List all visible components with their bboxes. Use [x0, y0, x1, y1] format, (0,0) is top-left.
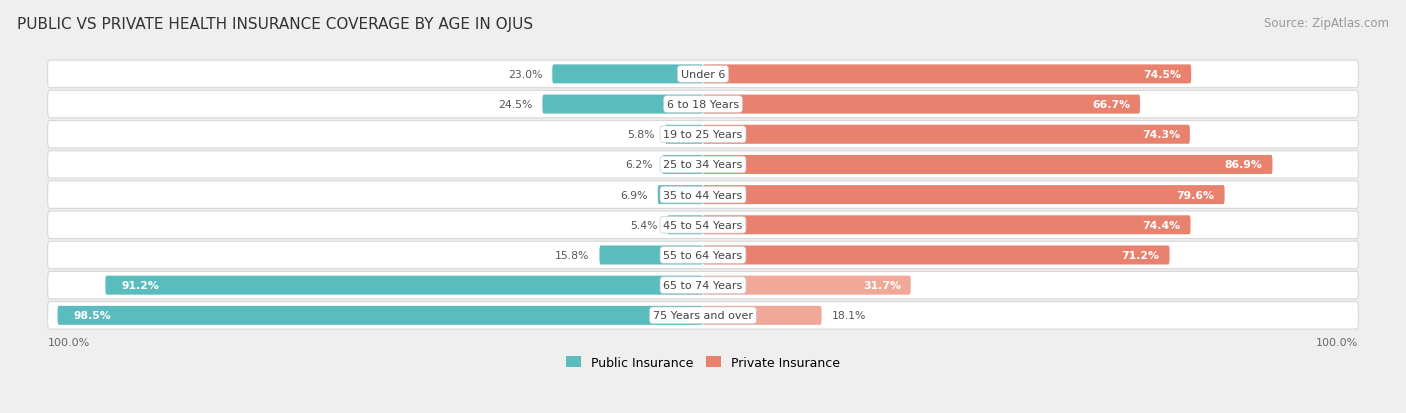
- FancyBboxPatch shape: [48, 181, 1358, 209]
- Text: 74.5%: 74.5%: [1143, 70, 1181, 80]
- Text: 100.0%: 100.0%: [1316, 337, 1358, 347]
- FancyBboxPatch shape: [703, 246, 1170, 265]
- FancyBboxPatch shape: [703, 65, 1191, 84]
- Text: 23.0%: 23.0%: [508, 70, 543, 80]
- Text: 31.7%: 31.7%: [863, 280, 901, 290]
- Text: Under 6: Under 6: [681, 70, 725, 80]
- FancyBboxPatch shape: [703, 186, 1225, 204]
- Text: 18.1%: 18.1%: [831, 311, 866, 320]
- FancyBboxPatch shape: [48, 121, 1358, 149]
- Text: 71.2%: 71.2%: [1122, 250, 1160, 260]
- FancyBboxPatch shape: [48, 211, 1358, 239]
- Text: 55 to 64 Years: 55 to 64 Years: [664, 250, 742, 260]
- Text: 25 to 34 Years: 25 to 34 Years: [664, 160, 742, 170]
- FancyBboxPatch shape: [48, 91, 1358, 119]
- FancyBboxPatch shape: [703, 95, 1140, 114]
- FancyBboxPatch shape: [48, 61, 1358, 88]
- Text: 100.0%: 100.0%: [48, 337, 90, 347]
- FancyBboxPatch shape: [668, 216, 703, 235]
- Legend: Public Insurance, Private Insurance: Public Insurance, Private Insurance: [567, 356, 839, 369]
- FancyBboxPatch shape: [665, 126, 703, 145]
- FancyBboxPatch shape: [703, 276, 911, 295]
- FancyBboxPatch shape: [105, 276, 703, 295]
- FancyBboxPatch shape: [662, 156, 703, 175]
- Text: Source: ZipAtlas.com: Source: ZipAtlas.com: [1264, 17, 1389, 29]
- FancyBboxPatch shape: [48, 302, 1358, 329]
- Text: 24.5%: 24.5%: [498, 100, 533, 110]
- Text: 65 to 74 Years: 65 to 74 Years: [664, 280, 742, 290]
- Text: 79.6%: 79.6%: [1177, 190, 1215, 200]
- FancyBboxPatch shape: [703, 216, 1191, 235]
- Text: 91.2%: 91.2%: [122, 280, 160, 290]
- Text: 6 to 18 Years: 6 to 18 Years: [666, 100, 740, 110]
- Text: 5.8%: 5.8%: [627, 130, 655, 140]
- Text: 19 to 25 Years: 19 to 25 Years: [664, 130, 742, 140]
- Text: PUBLIC VS PRIVATE HEALTH INSURANCE COVERAGE BY AGE IN OJUS: PUBLIC VS PRIVATE HEALTH INSURANCE COVER…: [17, 17, 533, 31]
- Text: 75 Years and over: 75 Years and over: [652, 311, 754, 320]
- Text: 35 to 44 Years: 35 to 44 Years: [664, 190, 742, 200]
- Text: 98.5%: 98.5%: [75, 311, 111, 320]
- FancyBboxPatch shape: [58, 306, 703, 325]
- Text: 86.9%: 86.9%: [1225, 160, 1263, 170]
- Text: 74.4%: 74.4%: [1143, 220, 1181, 230]
- FancyBboxPatch shape: [703, 126, 1189, 145]
- Text: 45 to 54 Years: 45 to 54 Years: [664, 220, 742, 230]
- FancyBboxPatch shape: [48, 242, 1358, 269]
- Text: 6.2%: 6.2%: [626, 160, 652, 170]
- FancyBboxPatch shape: [543, 95, 703, 114]
- FancyBboxPatch shape: [703, 156, 1272, 175]
- FancyBboxPatch shape: [658, 186, 703, 204]
- Text: 6.9%: 6.9%: [620, 190, 648, 200]
- FancyBboxPatch shape: [703, 306, 821, 325]
- Text: 66.7%: 66.7%: [1092, 100, 1130, 110]
- FancyBboxPatch shape: [553, 65, 703, 84]
- FancyBboxPatch shape: [48, 272, 1358, 299]
- FancyBboxPatch shape: [48, 151, 1358, 179]
- Text: 5.4%: 5.4%: [630, 220, 658, 230]
- FancyBboxPatch shape: [599, 246, 703, 265]
- Text: 74.3%: 74.3%: [1142, 130, 1180, 140]
- Text: 15.8%: 15.8%: [555, 250, 589, 260]
